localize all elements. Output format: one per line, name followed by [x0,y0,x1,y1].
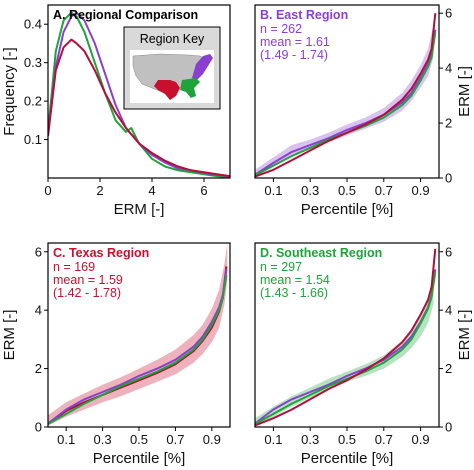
x-axis-label: Percentile [%] [93,450,186,467]
stat-line: n = 262 [260,22,302,36]
panel-d: 0.1 0.3 0.5 0.7 0.9 0 2 4 6 Percentile [%] ERM [-]… [254,242,473,467]
plot-area [48,243,228,426]
y-tick-label: 0.3 [24,55,42,70]
x-tick-label: 0.3 [301,432,319,447]
stat-line: mean = 1.61 [260,35,330,49]
plot-area [48,11,230,178]
plot-frame [47,4,231,179]
y-tick-label: 2 [445,116,452,131]
series-line-east [48,269,228,425]
x-tick-label: 6 [200,183,207,198]
x-axis-label: Percentile [%] [301,450,394,467]
stat-line: (1.43 - 1.66) [260,286,328,300]
panel-c: 0.1 0.3 0.5 0.7 0.9 0 2 4 6 Percentile [%] ERM [-]… [1,242,231,467]
y-tick-label: 6 [35,244,42,259]
plot-area [255,248,437,427]
series-line-southeast [48,274,228,425]
y-axis-label: ERM [-] [456,66,473,117]
x-tick-label: 0.1 [264,432,282,447]
x-tick-label: 4 [148,183,155,198]
y-tick-label: 6 [445,6,452,21]
series-line-southeast [255,272,437,425]
y-tick-label: 0.4 [24,17,42,32]
confidence-band [255,24,434,177]
stat-line: mean = 1.54 [260,273,330,287]
panel-title: A. Regional Comparison [53,8,198,22]
plot-area [255,13,437,178]
y-tick-label: 4 [35,303,42,318]
region-key-inset: Region Key [123,26,221,110]
texas-region-shape [154,80,180,100]
stat-line: (1.42 - 1.78) [53,286,121,300]
y-tick-label: 2 [445,361,452,376]
y-tick-label: 2 [35,361,42,376]
y-tick-label: 4 [445,303,452,318]
x-tick-label: 0.9 [203,432,221,447]
stat-line: n = 169 [53,260,95,274]
y-tick-label: 0 [445,171,452,186]
stat-line: mean = 1.59 [53,273,123,287]
stat-line: n = 297 [260,260,302,274]
series-line-all [255,248,437,427]
y-tick-label: 4 [445,61,452,76]
y-axis-label: ERM [-] [1,310,18,361]
panel-b: 0.1 0.3 0.5 0.7 0.9 0 2 4 6 Percentile [%] ERM [-]… [254,4,473,218]
x-tick-label: 0.7 [166,432,184,447]
stat-line: (1.49 - 1.74) [260,48,328,62]
series-line-all [255,13,437,178]
x-tick-label: 0 [44,183,51,198]
y-axis-label: Frequency [-] [1,47,18,135]
panel-a: 0 2 4 6 0.1 0.2 0.3 0.4 ERM [-] Frequency [-] A. R… [1,4,231,218]
x-tick-label: 0.9 [412,432,430,447]
x-tick-label: 0.3 [94,432,112,447]
x-axis-label: ERM [-] [114,201,165,218]
east-region-shape [192,54,213,80]
panel-title: D. Southeast Region [260,246,382,260]
x-tick-label: 0.7 [375,183,393,198]
panel-title: C. Texas Region [53,246,149,260]
series-line-all [48,38,230,178]
y-tick-label: 0.1 [24,132,42,147]
x-tick-label: 2 [96,183,103,198]
y-tick-label: 6 [445,244,452,259]
x-tick-label: 0.5 [338,432,356,447]
x-tick-label: 0.9 [412,183,430,198]
series-line-southeast [48,11,230,178]
y-tick-label: 0 [35,420,42,435]
series-line-southeast [255,32,437,177]
x-axis-label: Percentile [%] [301,201,394,218]
x-tick-label: 0.3 [301,183,319,198]
x-tick-label: 0.1 [264,183,282,198]
southeast-region-shape [180,78,200,98]
confidence-band [48,243,228,426]
x-tick-label: 0.7 [375,432,393,447]
y-tick-label: 0.2 [24,94,42,109]
x-tick-label: 0.5 [338,183,356,198]
x-tick-label: 0.5 [130,432,148,447]
y-axis-label: ERM [-] [456,310,473,361]
y-tick-label: 0 [445,420,452,435]
x-tick-label: 0.1 [57,432,75,447]
panel-title: B. East Region [260,8,348,22]
inset-title: Region Key [140,32,205,46]
